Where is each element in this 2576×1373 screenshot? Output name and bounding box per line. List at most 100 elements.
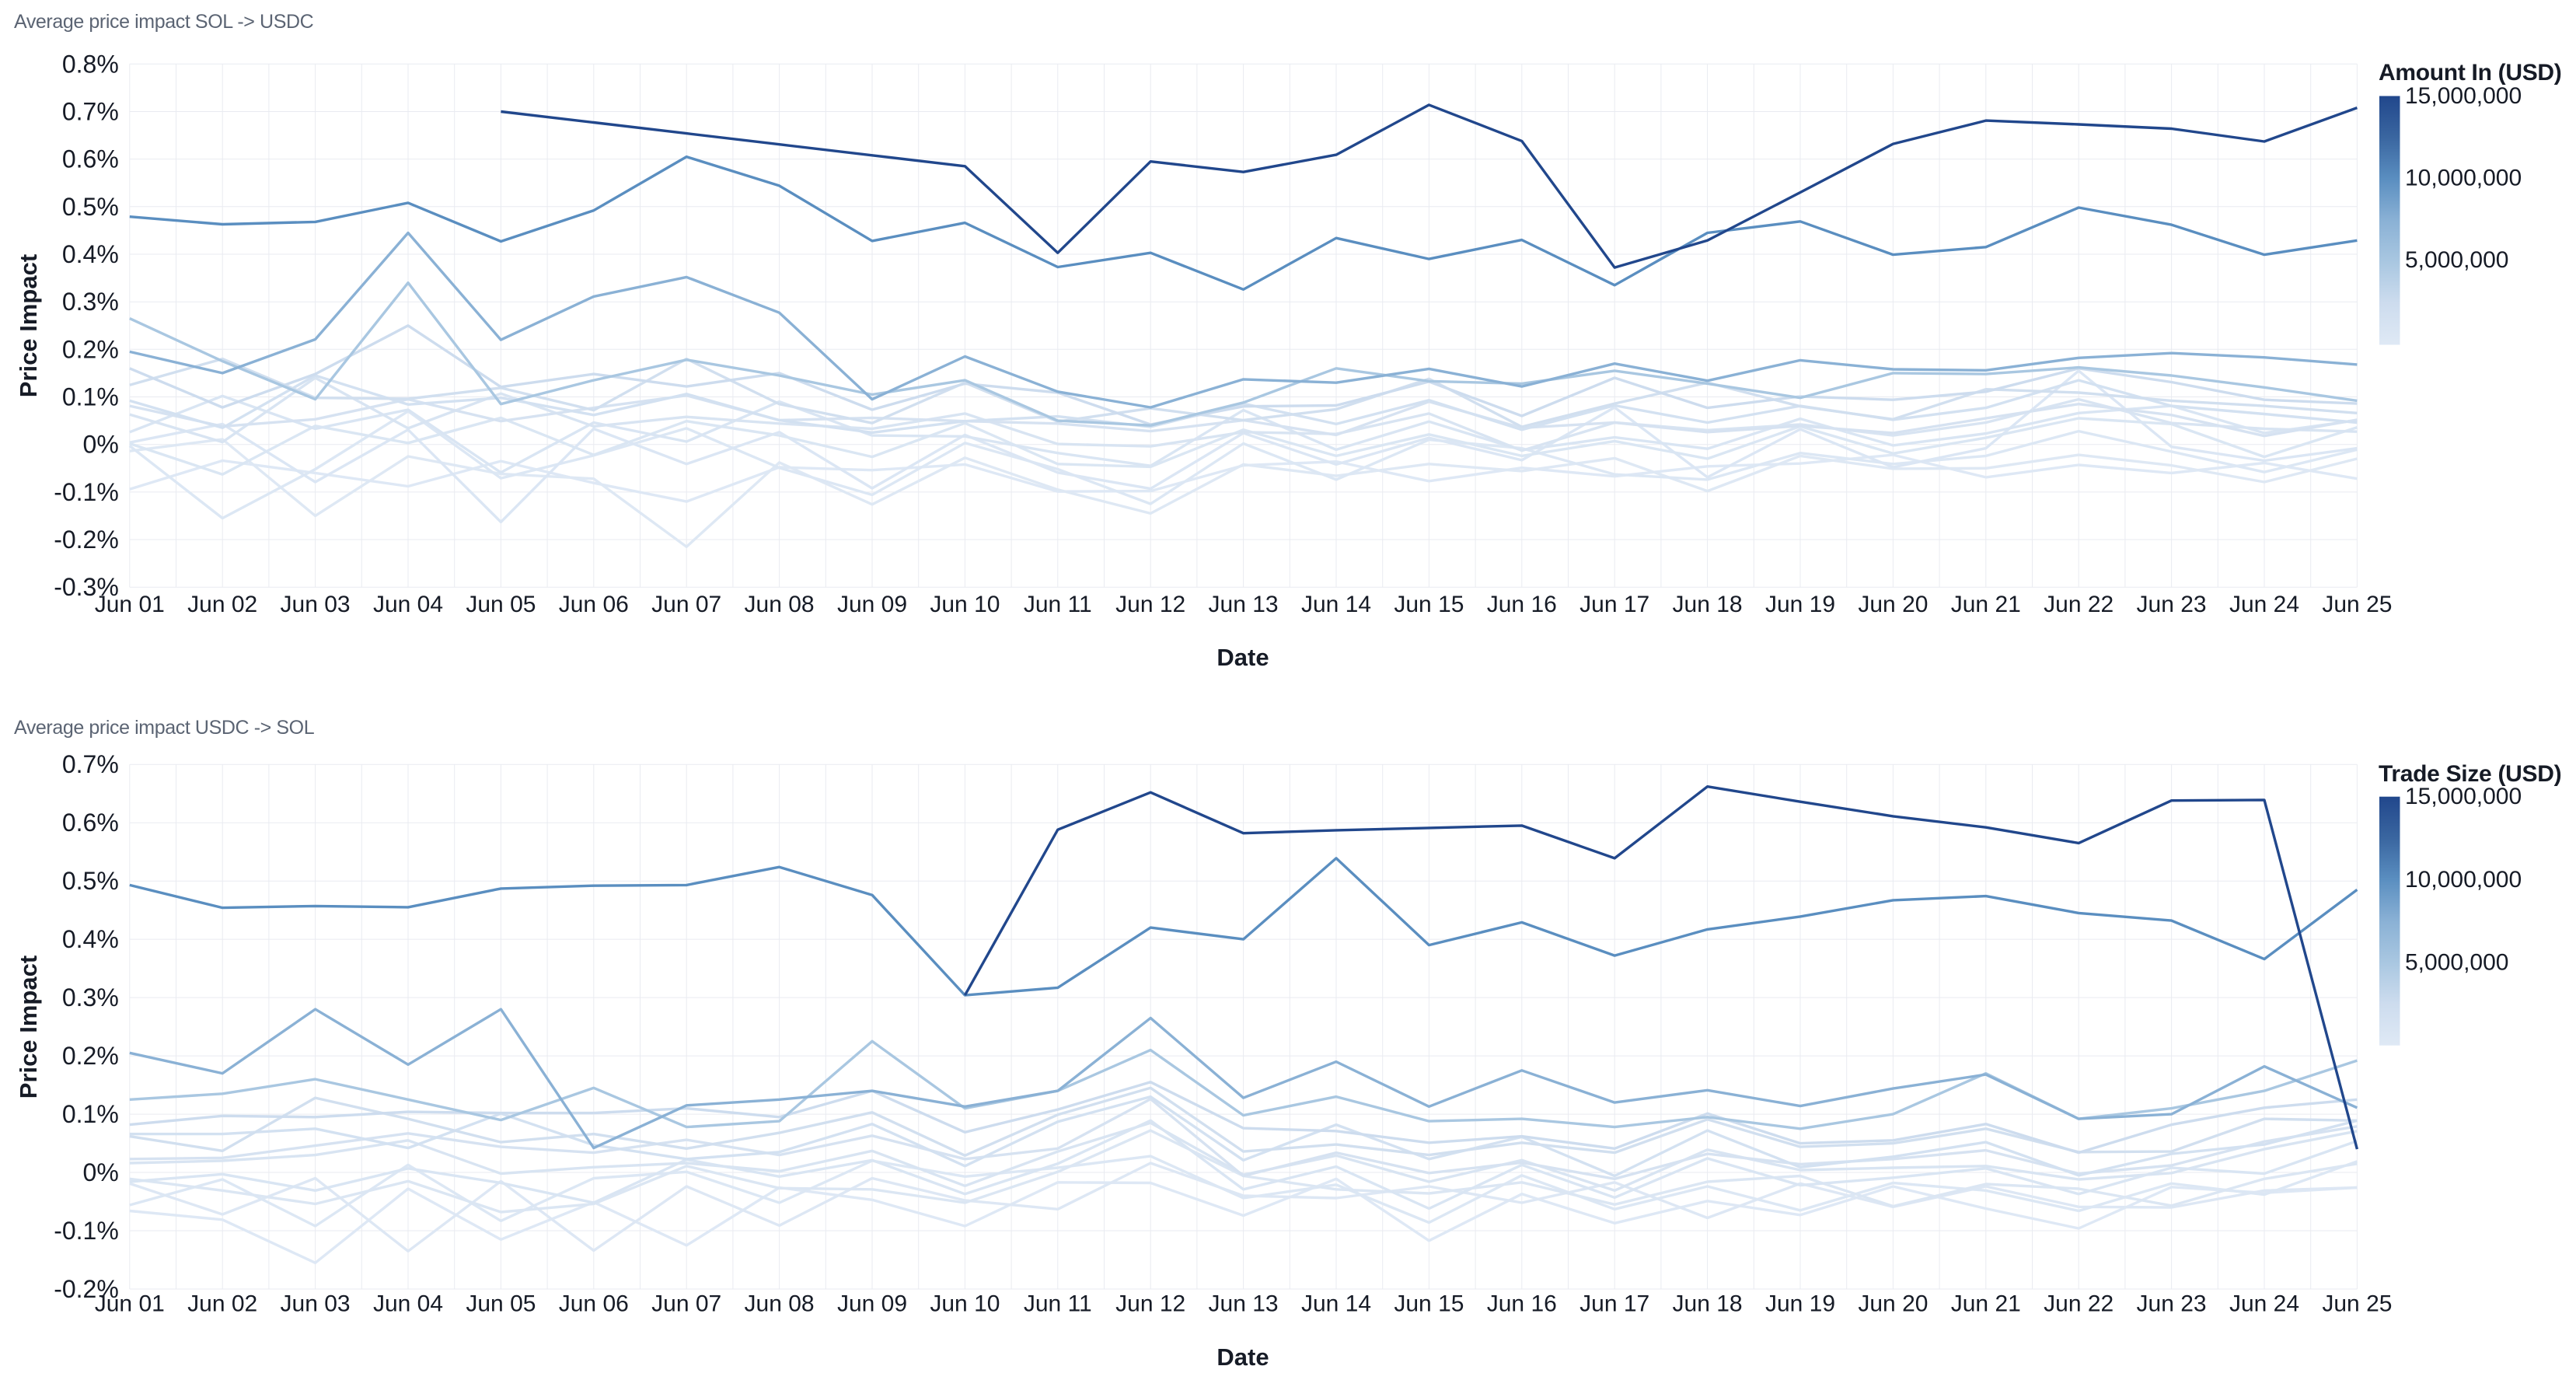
x-tick-label: Jun 24 xyxy=(2229,592,2299,617)
y-tick-label: 0.1% xyxy=(62,1100,119,1128)
x-tick-label: Jun 05 xyxy=(466,1291,536,1317)
x-tick-label: Jun 01 xyxy=(95,1291,165,1317)
x-tick-label: Jun 11 xyxy=(1024,592,1092,617)
legend-title-trade-size: Trade Size (USD) xyxy=(2379,761,2562,787)
series-line-300000[interactable] xyxy=(129,1162,2358,1252)
chart-title-usdc-sol: Average price impact USDC -> SOL xyxy=(14,717,315,739)
x-tick-label: Jun 15 xyxy=(1394,592,1464,617)
series-line-150000[interactable] xyxy=(129,1177,2358,1264)
series-line-15000000[interactable] xyxy=(501,103,2358,269)
x-tick-label: Jun 23 xyxy=(2137,1291,2207,1317)
x-tick-label: Jun 20 xyxy=(1858,592,1928,617)
x-tick-label: Jun 10 xyxy=(930,1291,1000,1317)
x-tick-label: Jun 25 xyxy=(2322,1291,2392,1317)
x-tick-label: Jun 08 xyxy=(745,1291,815,1317)
x-tick-label: Jun 22 xyxy=(2044,592,2114,617)
chart-1: 0.7% 0.6% 0.5% 0.4% 0.3% 0.2% 0.1% 0% -0.1% -0.2%… xyxy=(54,750,2522,1316)
y-tick-label: -0.1% xyxy=(54,1217,119,1245)
legend-tick-label: 15,000,000 xyxy=(2405,784,2522,809)
y-tick-label: 0.8% xyxy=(62,50,119,78)
x-tick-label: Jun 12 xyxy=(1115,1291,1185,1317)
y-tick-label: 0.5% xyxy=(62,193,119,221)
series-line-15000000[interactable] xyxy=(963,785,2359,1150)
y-axis-title-bottom: Price Impact xyxy=(15,955,42,1099)
y-tick-label: -0.3% xyxy=(54,573,119,601)
y-tick-label: 0.4% xyxy=(62,925,119,953)
x-tick-label: Jun 13 xyxy=(1209,592,1279,617)
chart-title-sol-usdc: Average price impact SOL -> USDC xyxy=(14,11,314,33)
y-tick-label: 0.3% xyxy=(62,983,119,1011)
y-tick-label: 0% xyxy=(83,1158,119,1186)
x-tick-label: Jun 04 xyxy=(373,1291,443,1317)
x-tick-label: Jun 21 xyxy=(1951,1291,2021,1317)
x-axis-title-bottom: Date xyxy=(1216,1343,1269,1371)
x-tick-label: Jun 20 xyxy=(1858,1291,1928,1317)
y-tick-label: 0% xyxy=(83,431,119,459)
legend-tick-label: 10,000,000 xyxy=(2405,165,2522,190)
plot-area[interactable] xyxy=(130,64,2358,587)
y-tick-label: 0.3% xyxy=(62,288,119,316)
x-tick-label: Jun 13 xyxy=(1209,1291,1279,1317)
legend-colorbar xyxy=(2379,96,2400,345)
x-tick-label: Jun 16 xyxy=(1487,592,1557,617)
series-line-350000[interactable] xyxy=(128,410,2358,520)
x-tick-label: Jun 17 xyxy=(1579,1291,1649,1317)
series-line-650000[interactable] xyxy=(129,416,2358,476)
x-tick-label: Jun 06 xyxy=(559,1291,629,1317)
x-tick-label: Jun 04 xyxy=(373,592,443,617)
x-tick-label: Jun 08 xyxy=(745,592,815,617)
plot-area[interactable] xyxy=(130,764,2358,1289)
series-line-800000[interactable] xyxy=(129,1119,2358,1211)
y-tick-label: -0.2% xyxy=(54,1275,119,1303)
x-tick-label: Jun 19 xyxy=(1765,592,1835,617)
chart-0: 0.8% 0.7% 0.6% 0.5% 0.4% 0.3% 0.2% 0.1% 0% -0.1% -… xyxy=(54,50,2522,617)
series-line-1300000[interactable] xyxy=(129,1097,2358,1180)
y-tick-label: 0.5% xyxy=(62,867,119,895)
series-line-2500000[interactable] xyxy=(129,324,2358,426)
y-tick-label: 0.7% xyxy=(62,98,119,126)
x-tick-label: Jun 03 xyxy=(281,592,351,617)
series-line-2500000[interactable] xyxy=(129,1081,2358,1155)
series-line-1000000[interactable] xyxy=(129,376,2358,452)
series-line-450000[interactable] xyxy=(129,1155,2358,1228)
x-tick-label: Jun 21 xyxy=(1951,592,2021,617)
x-tick-label: Jun 22 xyxy=(2044,1291,2114,1317)
x-tick-label: Jun 07 xyxy=(651,1291,721,1317)
y-tick-label: -0.2% xyxy=(54,526,119,554)
series-line-5000000[interactable] xyxy=(129,281,2358,427)
y-tick-label: 0.2% xyxy=(62,1042,119,1070)
series-line-7500000[interactable] xyxy=(129,1008,2358,1150)
x-tick-label: Jun 02 xyxy=(187,1291,257,1317)
x-tick-label: Jun 06 xyxy=(559,592,629,617)
legend-tick-label: 5,000,000 xyxy=(2405,949,2508,975)
x-tick-label: Jun 24 xyxy=(2229,1291,2299,1317)
x-tick-label: Jun 18 xyxy=(1673,1291,1743,1317)
series-line-10000000[interactable] xyxy=(129,155,2358,291)
x-tick-label: Jun 01 xyxy=(95,592,165,617)
series-line-200000[interactable] xyxy=(129,438,2358,548)
legend-tick-label: 15,000,000 xyxy=(2405,83,2522,109)
x-tick-label: Jun 09 xyxy=(837,1291,907,1317)
x-tick-label: Jun 07 xyxy=(651,592,721,617)
x-tick-label: Jun 14 xyxy=(1301,1291,1371,1317)
y-tick-label: 0.7% xyxy=(62,750,119,778)
y-tick-label: 0.4% xyxy=(62,240,119,268)
series-line-800000[interactable] xyxy=(129,394,2358,474)
x-tick-label: Jun 25 xyxy=(2322,592,2392,617)
x-tick-label: Jun 05 xyxy=(466,592,536,617)
legend-colorbar xyxy=(2379,796,2400,1046)
series-line-7500000[interactable] xyxy=(129,231,2358,409)
x-tick-label: Jun 12 xyxy=(1115,592,1185,617)
x-tick-label: Jun 15 xyxy=(1394,1291,1464,1317)
y-axis-title-top: Price Impact xyxy=(15,253,42,398)
series-line-10000000[interactable] xyxy=(129,857,2358,997)
series-line-2000000[interactable] xyxy=(129,1086,2358,1157)
x-tick-label: Jun 03 xyxy=(281,1291,351,1317)
x-tick-label: Jun 16 xyxy=(1487,1291,1557,1317)
y-tick-label: -0.1% xyxy=(54,478,119,506)
legend-tick-label: 5,000,000 xyxy=(2405,247,2508,273)
x-tick-label: Jun 11 xyxy=(1024,1291,1092,1317)
y-tick-label: 0.1% xyxy=(62,383,119,411)
y-tick-label: 0.2% xyxy=(62,335,119,363)
